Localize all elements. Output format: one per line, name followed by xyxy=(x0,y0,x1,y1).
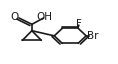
Text: Br: Br xyxy=(87,31,98,41)
Text: F: F xyxy=(76,19,82,29)
Text: O: O xyxy=(10,12,18,22)
Text: OH: OH xyxy=(37,12,53,22)
